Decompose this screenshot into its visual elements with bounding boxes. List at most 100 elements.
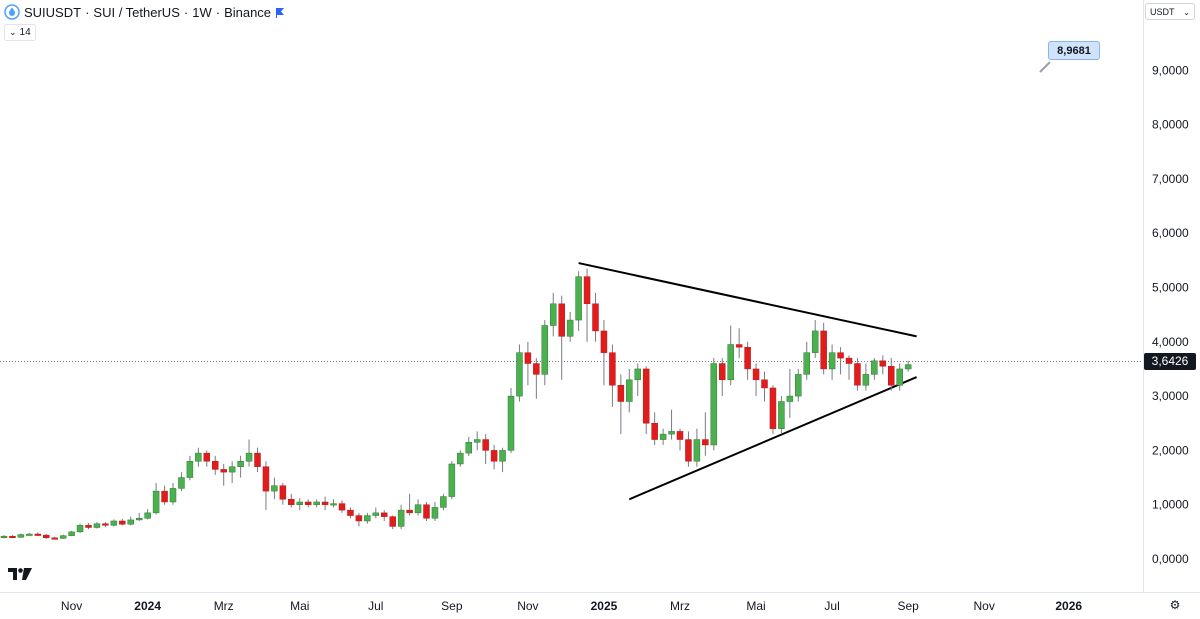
candle (271, 477, 278, 500)
candle-body-down (642, 368, 650, 424)
chevron-down-icon: ⌄ (1183, 8, 1190, 17)
candle-body-down (617, 384, 625, 402)
candle (448, 461, 456, 500)
candle-body-up (186, 461, 194, 478)
candle-body-down (34, 533, 42, 536)
candle-body-down (845, 357, 853, 364)
candle-body-down (702, 439, 709, 446)
candle-body-up (550, 303, 557, 326)
candle (228, 461, 236, 483)
candle-body-down (262, 466, 270, 492)
symbol-header[interactable]: SUIUSDT · SUI / TetherUS · 1W · Binance (4, 3, 285, 21)
candle (507, 387, 515, 454)
candle-body-up (0, 535, 8, 538)
candle (651, 412, 658, 445)
candle (744, 341, 751, 380)
candle (26, 532, 33, 536)
candle (34, 532, 42, 537)
candle-body-up (457, 452, 464, 465)
candle (254, 447, 261, 473)
price-tick-label: 7,0000 (1152, 172, 1189, 186)
candle-body-up (828, 352, 836, 370)
time-axis[interactable]: Nov 2024 Mrz Mai Jul Sep Nov 2025 Mrz Mai Jul Sep No… (61, 599, 1082, 613)
price-axis[interactable]: 0,0000 1,0000 2,0000 3,0000 4,0000 5,0000 6,00… (1152, 63, 1189, 566)
candle (566, 311, 574, 342)
tradingview-logo-icon[interactable] (8, 567, 32, 581)
price-tick-label: 4,0000 (1152, 335, 1189, 349)
candle-body-down (102, 523, 109, 526)
candle-body-down (51, 537, 58, 540)
candle (389, 515, 396, 530)
candle-body-up (710, 363, 718, 446)
candle (617, 374, 625, 435)
candle (499, 447, 506, 473)
candle-body-up (727, 344, 734, 381)
candle (381, 510, 388, 521)
candle-body-up (626, 379, 633, 402)
candle (364, 512, 371, 524)
price-callout[interactable]: 8,9681 (1048, 41, 1100, 60)
candle (220, 463, 227, 486)
candle (702, 412, 709, 456)
candle-body-down (676, 431, 684, 440)
candle-body-down (685, 439, 692, 462)
candle (338, 500, 346, 513)
candle (600, 320, 608, 386)
candle (195, 447, 202, 467)
candle (144, 509, 151, 520)
candle-body-down (769, 387, 777, 429)
candle-body-down (820, 330, 827, 370)
price-tick-label: 2,0000 (1152, 443, 1189, 457)
candle (820, 322, 827, 375)
candle-body-up (110, 520, 118, 526)
settings-gear-icon[interactable]: ⚙ (1169, 598, 1181, 612)
candle (304, 499, 312, 508)
separator: · (183, 4, 189, 20)
candle-body-up (431, 507, 439, 519)
candle-body-down (389, 516, 396, 527)
indicator-badge[interactable]: ⌄ 14 (4, 24, 36, 41)
candle-body-up (76, 525, 84, 533)
candle-body-up (330, 503, 337, 506)
candle-body-up (566, 319, 574, 337)
candle-body-down (254, 452, 261, 467)
candle (583, 268, 591, 342)
candle-body-down (609, 352, 616, 386)
candle (127, 516, 134, 526)
candle-body-up (499, 450, 506, 462)
candle-body-up (127, 519, 134, 525)
candle (43, 534, 50, 539)
candle (524, 341, 532, 386)
candle (516, 344, 523, 402)
time-tick-label: Jul (824, 599, 839, 613)
candle-body-down (161, 490, 168, 503)
currency-label: USDT (1150, 7, 1175, 17)
candle (778, 396, 785, 435)
candle (896, 363, 903, 391)
candle (355, 512, 363, 527)
lower-trendline (628, 376, 917, 501)
candle-body-up (448, 463, 456, 497)
candle-body-down (752, 368, 760, 381)
candle (626, 368, 633, 413)
candle (490, 444, 498, 470)
candle (347, 507, 354, 519)
candle (237, 455, 244, 478)
trendlines (578, 262, 917, 501)
candle-body-down (533, 363, 540, 375)
price-tick-label: 5,0000 (1152, 281, 1189, 295)
candle-body-down (321, 501, 329, 505)
currency-selector[interactable]: USDT ⌄ (1145, 3, 1195, 20)
candle-body-up (778, 401, 785, 429)
candle-body-up (803, 352, 810, 375)
candle (423, 501, 430, 521)
upper-trendline (578, 262, 917, 338)
candle-body-up (541, 325, 549, 375)
separator: · (215, 4, 221, 20)
flag-icon[interactable] (275, 7, 285, 18)
candle (0, 535, 8, 539)
time-tick-label: Mai (290, 599, 309, 613)
candle (558, 295, 565, 380)
candle-body-up (440, 496, 447, 508)
